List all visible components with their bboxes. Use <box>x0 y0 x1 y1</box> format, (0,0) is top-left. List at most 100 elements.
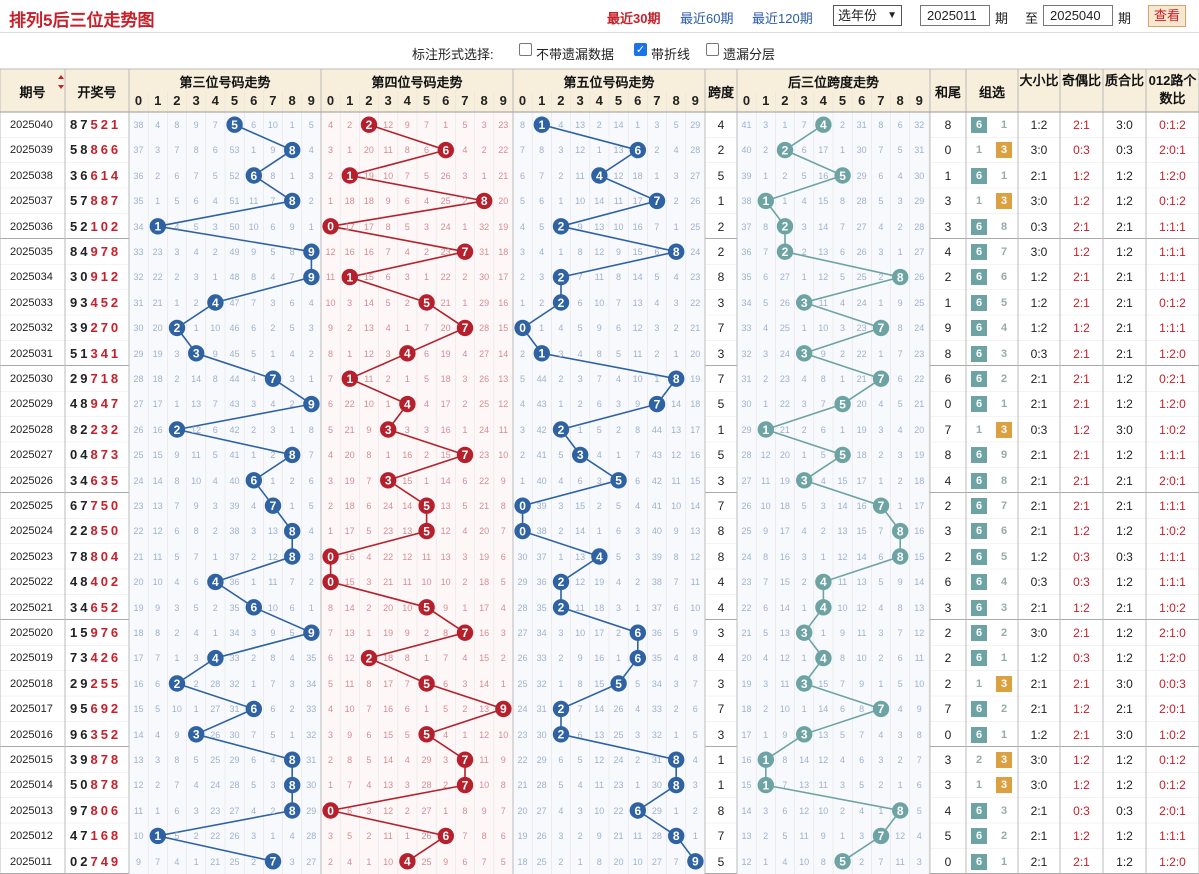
year-select[interactable]: 选年份 ▼ <box>833 5 902 26</box>
dx-cell: 0:3 <box>1030 575 1048 590</box>
no-omission-checkbox[interactable] <box>519 43 532 56</box>
omission-cell: 1 <box>404 374 410 384</box>
view-button[interactable]: 查看 <box>1148 5 1186 27</box>
omission-cell: 33 <box>651 704 662 715</box>
omission-cell: 29 <box>914 196 925 207</box>
omission-cell: 20 <box>741 653 752 664</box>
omission-cell: 2 <box>327 755 333 765</box>
g3-ball-label: 8 <box>289 143 296 157</box>
g5-ball <box>668 370 685 387</box>
omission-cell: 4 <box>327 450 333 461</box>
omission-cell: 12 <box>856 602 867 613</box>
g5-ball-label: 2 <box>558 728 565 742</box>
omission-cell: 39 <box>229 501 240 511</box>
gs-ball-label: 8 <box>897 550 904 564</box>
gs-ball <box>796 675 813 692</box>
zh-cell: 1:2 <box>1116 372 1133 386</box>
from-period-input[interactable]: 2025011 <box>920 5 990 26</box>
omission-cell: 47 <box>229 297 240 308</box>
jo-cell: 1:2 <box>1073 524 1090 539</box>
omission-cell: 35 <box>536 602 547 613</box>
span-cell: 5 <box>717 168 725 183</box>
omission-cell: 8 <box>635 424 641 435</box>
omission-cell: 5 <box>839 729 845 740</box>
range-30-link[interactable]: 最近30期 <box>607 11 661 26</box>
omission-cell: 1 <box>404 323 410 334</box>
jo-cell: 1:2 <box>1073 753 1090 767</box>
omission-cell: 2 <box>423 450 429 461</box>
period-header[interactable]: 期号 <box>19 85 46 100</box>
omission-cell: 6 <box>577 729 583 740</box>
range-60-link[interactable]: 最近60期 <box>680 11 734 26</box>
omission-cell: 19 <box>779 475 790 486</box>
draw-prefix: 52 <box>70 218 91 234</box>
span-cell: 8 <box>717 524 725 539</box>
omission-cell: 6 <box>270 704 276 715</box>
draw-tail: 850 <box>90 523 122 539</box>
omission-cell: 21 <box>690 323 701 334</box>
draw-number: 39878 <box>70 752 121 767</box>
omission-cell: 4 <box>308 145 314 156</box>
gs-ball-label: 8 <box>897 524 904 538</box>
omission-cell: 2 <box>366 602 372 613</box>
polyline-checkbox[interactable]: ✓ <box>634 43 647 56</box>
omission-cell: 1 <box>423 272 429 283</box>
omission-cell: 11 <box>818 297 828 308</box>
gs-digit-6: 6 <box>858 93 866 108</box>
hewei-cell: 9 <box>944 321 952 336</box>
g4-ball <box>341 370 358 387</box>
omission-cell: 1 <box>635 120 641 130</box>
draw-prefix: 15 <box>70 625 91 640</box>
layer-checkbox[interactable] <box>706 43 719 56</box>
omission-cell: 28 <box>741 450 752 461</box>
omission-cell: 6 <box>289 602 295 613</box>
omission-cell: 2 <box>251 653 257 664</box>
period-cell: 2025016 <box>10 728 53 741</box>
omission-cell: 2 <box>462 577 468 588</box>
omission-cell: 4 <box>635 704 641 715</box>
omission-cell: 5 <box>539 221 545 232</box>
zh-cell: 0:3 <box>1116 803 1133 818</box>
omission-cell: 3 <box>763 678 769 689</box>
gs-ball <box>757 776 774 794</box>
omission-cell: 19 <box>152 348 163 359</box>
omission-cell: 33 <box>536 653 547 664</box>
draw-prefix: 87 <box>70 117 91 132</box>
omission-cell: 5 <box>193 602 199 613</box>
zuxuan-3-tag: 1 <box>1000 119 1008 131</box>
omission-cell: 21 <box>613 831 624 842</box>
draw-tail: 614 <box>90 167 122 183</box>
jo-cell: 1:2 <box>1073 422 1090 437</box>
omission-cell: 29 <box>856 170 867 181</box>
g3-ball-label: 9 <box>308 245 315 259</box>
omission-cell: 3 <box>500 628 506 638</box>
jo-cell: 1:2 <box>1073 829 1090 844</box>
g5-ball <box>514 522 531 540</box>
jo-cell: 0:3 <box>1073 549 1090 564</box>
g4-digit-2: 2 <box>365 93 373 108</box>
draw-number: 36614 <box>70 168 121 183</box>
omission-cell: 4 <box>635 501 641 511</box>
g3-digit-4: 4 <box>211 93 219 108</box>
r012-cell: 0:1:2 <box>1159 778 1186 793</box>
period-cell: 2025022 <box>10 576 53 589</box>
g3-ball <box>207 649 224 667</box>
omission-cell: 6 <box>423 145 429 156</box>
g5-digit-9: 9 <box>691 93 699 108</box>
hewei-cell: 2 <box>944 676 952 691</box>
omission-cell: 3 <box>596 475 602 486</box>
range-120-link[interactable]: 最近120期 <box>752 11 813 26</box>
zh-cell: 1:2 <box>1116 397 1133 412</box>
draw-tail: 168 <box>90 828 122 844</box>
omission-cell: 29 <box>133 348 144 359</box>
omission-cell: 14 <box>498 348 509 359</box>
omission-cell: 22 <box>914 374 925 384</box>
omission-cell: 36 <box>651 628 662 638</box>
omission-cell: 21 <box>152 297 163 308</box>
draw-number: 95692 <box>70 701 121 716</box>
g5-ball <box>610 675 627 692</box>
hewei-cell: 3 <box>944 778 952 793</box>
omission-cell: 7 <box>916 755 922 765</box>
to-period-input[interactable]: 2025040 <box>1043 5 1113 26</box>
